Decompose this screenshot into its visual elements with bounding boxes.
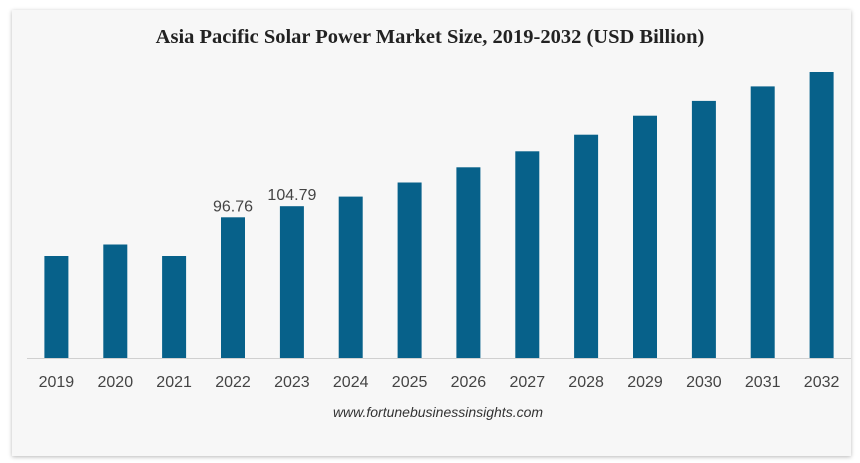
bars-group xyxy=(44,72,834,359)
data-labels: 96.76 104.79 xyxy=(213,187,316,215)
bar-2019 xyxy=(44,256,69,358)
bar-2031 xyxy=(750,86,775,359)
bar-2025 xyxy=(397,182,422,358)
data-label: 96.76 xyxy=(213,198,253,215)
x-tick-label: 2023 xyxy=(274,374,310,391)
bar-2032 xyxy=(809,72,834,358)
bar-2023 xyxy=(279,206,304,358)
x-tick-label: 2019 xyxy=(39,374,75,391)
bar-2028 xyxy=(574,134,599,358)
bar-2020 xyxy=(103,244,128,358)
bar-2029 xyxy=(633,115,657,358)
source-credit: www.fortunebusinessinsights.com xyxy=(332,404,544,420)
bar-2027 xyxy=(515,151,540,358)
x-tick-label: 2022 xyxy=(215,374,251,391)
bar-2024 xyxy=(338,196,363,358)
x-tick-label: 2032 xyxy=(804,374,840,391)
x-tick-label: 2025 xyxy=(392,374,428,391)
bar-2030 xyxy=(691,100,716,359)
x-tick-label: 2031 xyxy=(745,374,781,391)
x-tick-label: 2030 xyxy=(686,374,722,391)
bar-2021 xyxy=(162,256,187,358)
bar-2022 xyxy=(221,217,245,358)
bar-2026 xyxy=(456,167,481,358)
data-label: 104.79 xyxy=(267,187,316,204)
x-tick-label: 2028 xyxy=(568,374,604,391)
x-tick-label: 2024 xyxy=(333,374,369,391)
chart-title: Asia Pacific Solar Power Market Size, 20… xyxy=(155,26,705,48)
x-tick-label: 2027 xyxy=(510,374,546,391)
x-tick-labels: 2019 2020 2021 2022 2023 2024 2025 2026 2027 2028… xyxy=(39,374,840,391)
x-tick-label: 2021 xyxy=(156,374,192,391)
x-tick-label: 2026 xyxy=(451,374,487,391)
x-tick-label: 2020 xyxy=(98,374,134,391)
x-tick-label: 2029 xyxy=(627,374,663,391)
